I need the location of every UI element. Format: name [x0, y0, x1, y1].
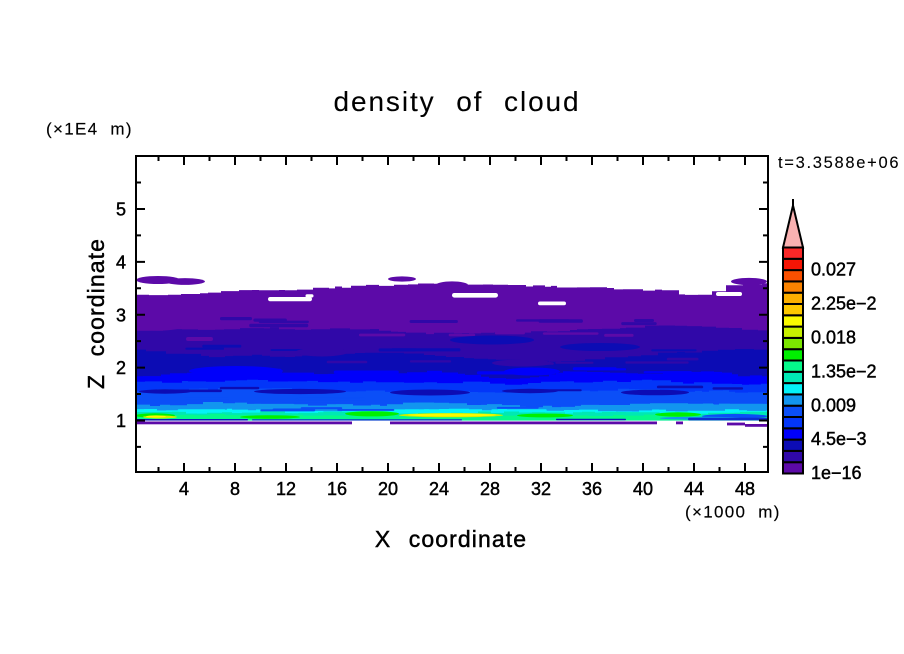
- svg-text:1: 1: [116, 411, 126, 431]
- svg-text:0.009: 0.009: [811, 395, 856, 415]
- svg-text:1.35e−2: 1.35e−2: [811, 361, 877, 381]
- svg-text:48: 48: [735, 479, 755, 499]
- svg-text:36: 36: [582, 479, 602, 499]
- svg-text:3: 3: [116, 305, 126, 325]
- svg-text:X coordinate: X coordinate: [375, 526, 527, 552]
- svg-text:44: 44: [684, 479, 704, 499]
- svg-text:1e−16: 1e−16: [811, 463, 862, 483]
- svg-text:4.5e−3: 4.5e−3: [811, 429, 867, 449]
- svg-text:2: 2: [116, 358, 126, 378]
- svg-text:(×1E4 m): (×1E4 m): [46, 120, 133, 139]
- svg-text:16: 16: [327, 479, 347, 499]
- svg-text:8: 8: [230, 479, 240, 499]
- svg-text:0.018: 0.018: [811, 328, 856, 348]
- svg-text:24: 24: [429, 479, 449, 499]
- svg-text:density of cloud: density of cloud: [334, 86, 581, 117]
- svg-text:2.25e−2: 2.25e−2: [811, 294, 877, 314]
- svg-text:Z coordinate: Z coordinate: [83, 238, 109, 389]
- svg-text:0.027: 0.027: [811, 260, 856, 280]
- svg-text:5: 5: [116, 200, 126, 220]
- svg-text:12: 12: [276, 479, 296, 499]
- svg-text:40: 40: [633, 479, 653, 499]
- svg-text:28: 28: [480, 479, 500, 499]
- svg-text:32: 32: [531, 479, 551, 499]
- svg-text:20: 20: [378, 479, 398, 499]
- svg-text:4: 4: [116, 252, 126, 272]
- svg-text:4: 4: [179, 479, 189, 499]
- svg-text:(×1000 m): (×1000 m): [685, 503, 781, 522]
- svg-text:t=3.3588e+06: t=3.3588e+06: [778, 154, 900, 172]
